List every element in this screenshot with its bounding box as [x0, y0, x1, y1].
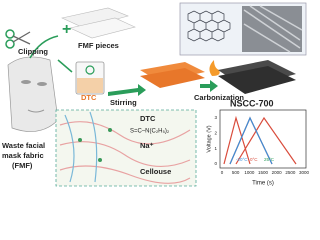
series-label: 25°C	[264, 157, 275, 162]
layout: +	[5, 2, 307, 187]
axis-label: Voltage (V)	[206, 125, 212, 152]
x-tick-label: 0	[221, 170, 224, 175]
y-tick-label: 1	[214, 146, 217, 151]
label: DTC	[140, 114, 156, 123]
y-tick-label: 2	[214, 131, 217, 136]
x-tick-label: 1500	[258, 170, 269, 175]
label: Na⁺	[140, 141, 154, 150]
label: Waste facial	[2, 141, 45, 150]
x-tick-label: 500	[232, 170, 240, 175]
label: Stirring	[110, 98, 137, 107]
label: S=C–N(C₂H₅)₂	[130, 129, 170, 135]
label: (FMF)	[12, 161, 33, 170]
y-tick-label: 0	[214, 161, 217, 166]
y-tick-label: 3	[214, 115, 217, 120]
label: NSCC-700	[230, 98, 274, 108]
label: Carbonization	[194, 93, 244, 102]
axis-label: Time (s)	[252, 181, 274, 187]
x-tick-label: 2500	[285, 170, 296, 175]
graphical-abstract: +	[2, 2, 310, 187]
x-tick-label: 2000	[272, 170, 283, 175]
label: Cellouse	[140, 167, 171, 176]
svg-text:+: +	[62, 21, 71, 38]
x-tick-label: 1000	[244, 170, 255, 175]
label: mask fabric	[2, 151, 44, 160]
series-label: -20°C	[236, 157, 248, 162]
x-tick-label: 3000	[299, 170, 310, 175]
label: Clipping	[18, 47, 48, 56]
series-label: 0°C	[250, 157, 258, 162]
label: DTC	[81, 93, 97, 102]
label: FMF pieces	[78, 41, 119, 50]
